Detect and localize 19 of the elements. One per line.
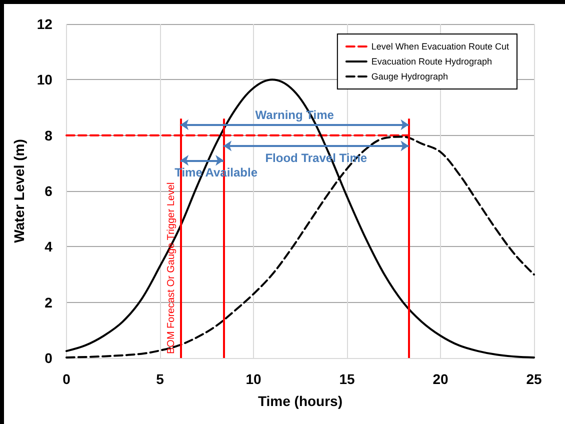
ref-line-label: BOM Forecast Or Gauge Trigger Level bbox=[166, 182, 178, 354]
y-tick-label: 0 bbox=[44, 350, 53, 366]
y-tick-label: 2 bbox=[44, 294, 53, 310]
y-axis-title: Water Level (m) bbox=[11, 139, 27, 243]
y-tick-label: 6 bbox=[44, 183, 53, 199]
x-tick-label: 15 bbox=[339, 371, 355, 387]
y-tick-label: 12 bbox=[36, 16, 53, 32]
x-axis-title: Time (hours) bbox=[258, 393, 342, 409]
x-tick-label: 10 bbox=[246, 371, 262, 387]
legend-label: Evacuation Route Hydrograph bbox=[371, 56, 492, 66]
x-tick-label: 5 bbox=[156, 371, 164, 387]
y-tick-label: 8 bbox=[44, 127, 53, 144]
y-tick-label: 10 bbox=[36, 72, 53, 88]
x-tick-label: 20 bbox=[432, 371, 448, 387]
x-tick-label: 25 bbox=[526, 371, 542, 387]
y-tick-label: 4 bbox=[44, 238, 53, 255]
legend-label: Gauge Hydrograph bbox=[371, 72, 448, 82]
legend-label: Level When Evacuation Route Cut bbox=[371, 42, 510, 52]
x-tick-label: 0 bbox=[62, 371, 71, 387]
